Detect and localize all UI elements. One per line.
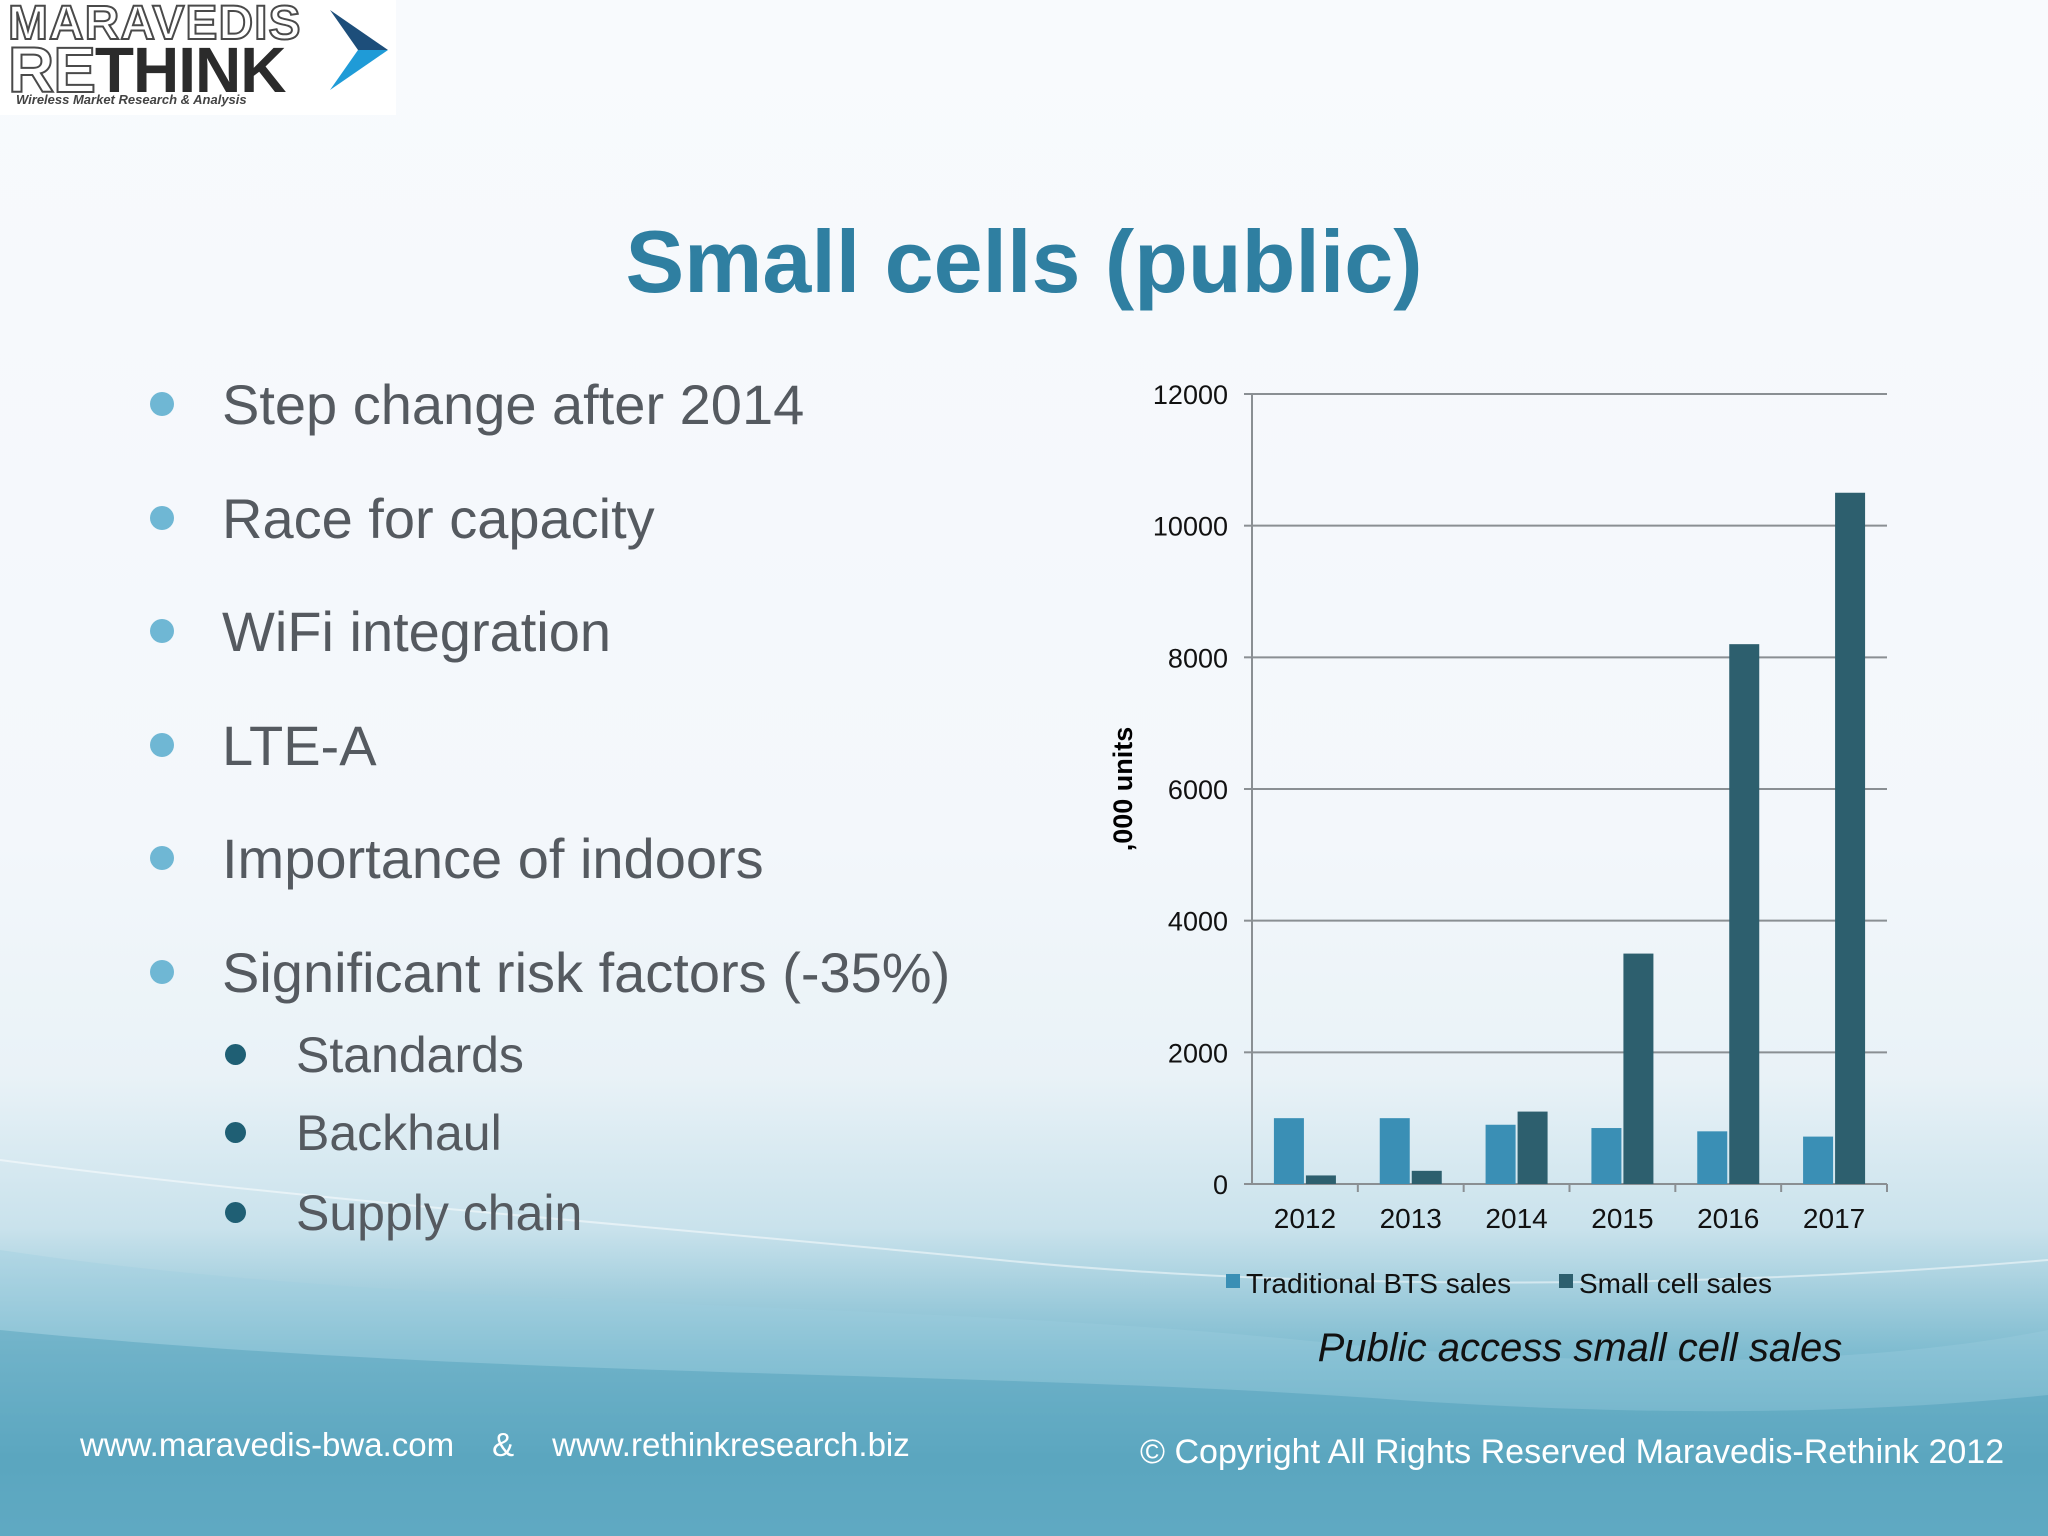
x-tick-label: 2015: [1591, 1203, 1653, 1234]
bullet-dot: [150, 506, 174, 530]
bar-small-cell-2013: [1411, 1170, 1442, 1184]
subbullet-1: Standards: [296, 1027, 524, 1083]
x-tick-label: 2017: [1803, 1203, 1865, 1234]
bullet-dot: [150, 733, 174, 757]
subbullet-dot: [225, 1044, 246, 1065]
x-tick-label: 2016: [1697, 1203, 1759, 1234]
bar-traditional-bts-2012: [1273, 1118, 1304, 1184]
y-tick-label: 12000: [1153, 380, 1228, 410]
logo: MARAVEDIS RETHINK Wireless Market Resear…: [0, 0, 396, 115]
legend-label: Small cell sales: [1579, 1268, 1772, 1299]
bullet-dot: [150, 392, 174, 416]
subbullet-2: Backhaul: [296, 1105, 502, 1161]
bar-traditional-bts-2014: [1485, 1124, 1516, 1184]
bullet-3: WiFi integration: [222, 600, 612, 663]
legend-label: Traditional BTS sales: [1246, 1268, 1511, 1299]
subbullet-3: Supply chain: [296, 1185, 583, 1241]
bullet-5: Importance of indoors: [222, 827, 764, 890]
legend-swatch: [1559, 1274, 1573, 1288]
footer-url-maravedis[interactable]: www.maravedis-bwa.com: [80, 1426, 455, 1463]
footer-copyright: © Copyright All Rights Reserved Maravedi…: [1140, 1433, 2005, 1471]
footer-ampersand: &: [492, 1426, 515, 1463]
logo-line2: RETHINK: [7, 37, 286, 103]
slide-title: Small cells (public): [625, 212, 1423, 311]
bar-traditional-bts-2013: [1379, 1118, 1410, 1184]
footer-links: www.maravedis-bwa.com & www.rethinkresearc…: [80, 1426, 910, 1464]
bar-small-cell-2012: [1305, 1175, 1336, 1184]
bar-small-cell-2014: [1517, 1111, 1548, 1184]
logo-line2-solid: THINK: [94, 34, 287, 106]
logo-arrow-icon: [330, 10, 388, 90]
footer-url-rethink[interactable]: www.rethinkresearch.biz: [552, 1426, 910, 1463]
bullet-1: Step change after 2014: [222, 373, 805, 436]
bullet-6: Significant risk factors (-35%): [222, 941, 951, 1004]
x-tick-label: 2014: [1485, 1203, 1547, 1234]
bullet-4: LTE-A: [222, 714, 377, 777]
y-tick-label: 0: [1213, 1170, 1228, 1200]
bar-traditional-bts-2015: [1591, 1128, 1622, 1184]
bar-small-cell-2017: [1835, 492, 1866, 1184]
subbullet-dot: [225, 1202, 246, 1223]
bar-small-cell-2016: [1729, 644, 1760, 1184]
x-tick-label: 2012: [1274, 1203, 1336, 1234]
chart-caption: Public access small cell sales: [1317, 1326, 1843, 1370]
logo-line2-hollow: RE: [7, 34, 97, 106]
bar-traditional-bts-2017: [1803, 1136, 1834, 1184]
legend-swatch: [1226, 1274, 1240, 1288]
bar-traditional-bts-2016: [1697, 1131, 1728, 1184]
y-axis-label: ,000 units: [1108, 727, 1138, 852]
bullet-dot: [150, 619, 174, 643]
bullet-dot: [150, 960, 174, 984]
y-tick-label: 6000: [1168, 775, 1228, 805]
y-tick-label: 10000: [1153, 512, 1228, 542]
logo-tagline: Wireless Market Research & Analysis: [16, 92, 247, 107]
y-tick-label: 4000: [1168, 907, 1228, 937]
x-tick-label: 2013: [1380, 1203, 1442, 1234]
bullet-2: Race for capacity: [222, 487, 655, 550]
logo-line1: MARAVEDIS: [7, 0, 302, 50]
subbullet-dot: [225, 1122, 246, 1143]
bar-small-cell-2015: [1623, 953, 1654, 1184]
bullet-dot: [150, 846, 174, 870]
y-tick-label: 2000: [1168, 1038, 1228, 1068]
y-tick-label: 8000: [1168, 643, 1228, 673]
